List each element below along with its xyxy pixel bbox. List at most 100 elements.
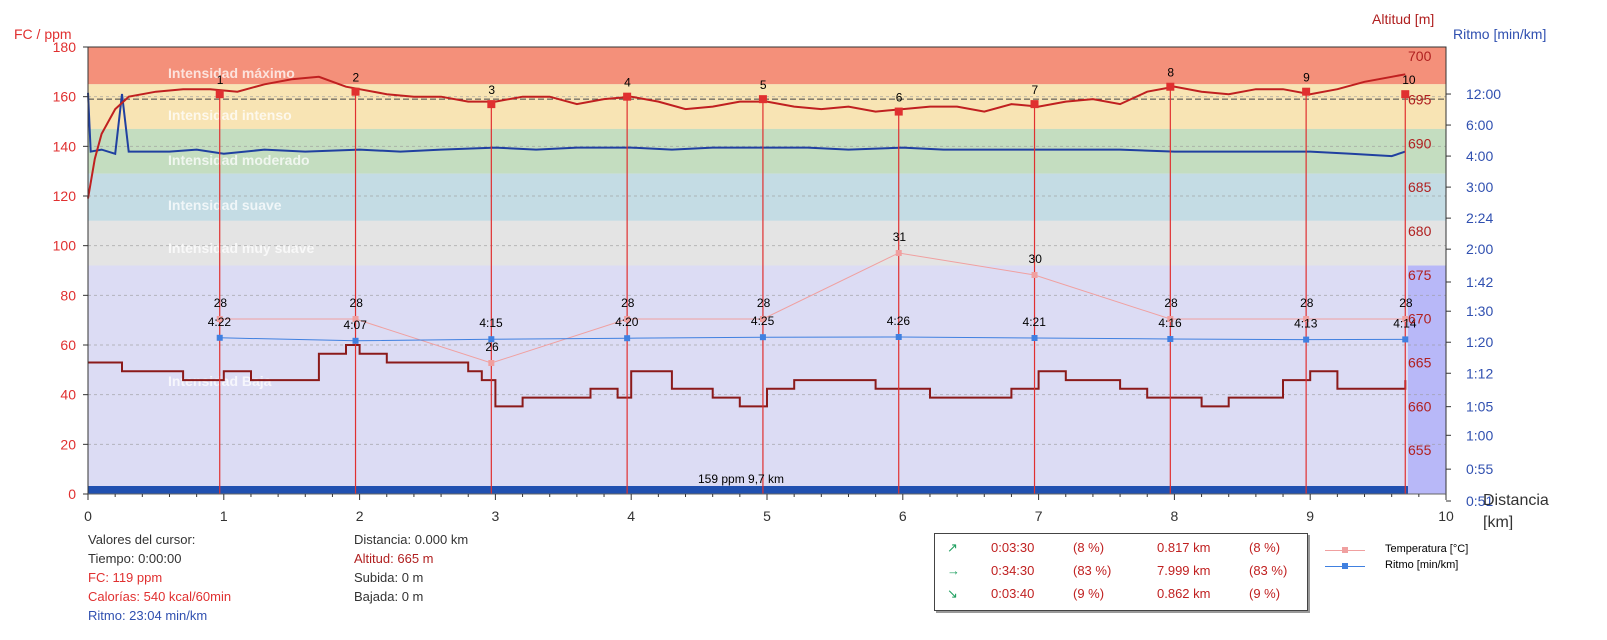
pace-marker-2 [352, 337, 359, 344]
legend-pace-label: Ritmo [min/km] [1385, 559, 1459, 571]
slope-arrow-icon: ↗ [947, 540, 958, 555]
lap-marker-8 [1166, 82, 1175, 91]
lap-number-10: 10 [1402, 73, 1416, 87]
alt-tick-label: 680 [1408, 223, 1432, 239]
temp-label-8: 28 [1164, 296, 1178, 310]
alt-tick-label: 690 [1408, 135, 1432, 151]
pace-tick-label: 1:42 [1466, 274, 1493, 290]
x-tick-label: 6 [899, 508, 907, 524]
alt-tick-label: 700 [1408, 48, 1432, 64]
heart-rate-chart: Intensidad máximo Intensidad intenso Inten… [14, 11, 1549, 530]
stats-row: ↗ 0:03:30 (8 %) 0.817 km (8 %) [935, 540, 1307, 560]
cursor-distance: Distancia: 0.000 km [354, 532, 469, 547]
lap-marker-6 [894, 107, 903, 116]
pace-label-6: 4:26 [887, 314, 911, 328]
pace-label-4: 4:20 [615, 315, 639, 329]
stats-time-pct: (83 %) [1073, 563, 1112, 578]
lap-pace-line [219, 336, 1406, 342]
lap-number-1: 1 [217, 73, 224, 87]
zone-side-0 [1408, 47, 1446, 85]
altitude-axis-title: Altitud [m] [1372, 11, 1434, 27]
pace-tick-label: 6:00 [1466, 117, 1493, 133]
zone-side-3 [1408, 173, 1446, 221]
slope-stats-table: ↗ 0:03:30 (8 %) 0.817 km (8 %) → 0:34:30 (83 %)… [934, 533, 1308, 611]
stats-dist: 7.999 km [1157, 563, 1211, 578]
legend-temperature-marker [1342, 547, 1348, 553]
chart-legend: Temperatura [°C] Ritmo [min/km] [1325, 543, 1468, 575]
cursor-altitude: Altitud: 665 m [354, 551, 434, 566]
pace-label-7: 4:21 [1023, 315, 1047, 329]
zone-band-4 [88, 220, 1408, 266]
pace-tick-label: 2:00 [1466, 241, 1493, 257]
legend-temperature-label: Temperatura [°C] [1385, 543, 1469, 555]
temperature-line [219, 252, 1406, 364]
temp-marker-8 [1167, 316, 1174, 322]
pace-marker-5 [759, 334, 766, 341]
temp-label-7: 30 [1029, 252, 1043, 266]
pace-tick-label: 1:20 [1466, 334, 1493, 350]
pace-label-5: 4:25 [751, 314, 775, 328]
lap-markers: 1 28 4:22 2 28 4:07 3 26 4:15 4 28 4:20 5 28 4:25 6 31 4:… [208, 66, 1417, 494]
stats-time-pct: (9 %) [1073, 586, 1105, 601]
cursor-info-panel-2: Distancia: 0.000 km Altitud: 665 m Subid… [354, 530, 468, 606]
alt-tick-label: 670 [1408, 311, 1432, 327]
lap-marker-1 [215, 90, 224, 99]
zone-label-4: Intensidad muy suave [168, 240, 314, 256]
hr-tick-label: 180 [53, 39, 77, 55]
x-tick-label: 0 [84, 508, 92, 524]
cursor-pace: Ritmo: 23:04 min/km [88, 608, 208, 623]
stats-time: 0:03:30 [991, 540, 1035, 555]
alt-tick-label: 675 [1408, 267, 1432, 283]
temp-marker-3 [488, 360, 495, 366]
hr-tick-label: 100 [53, 238, 77, 254]
pace-marker-4 [624, 335, 631, 342]
cursor-ascent: Subida: 0 m [354, 570, 424, 585]
altitude-line [88, 344, 1407, 408]
stats-dist-pct: (83 %) [1249, 563, 1288, 578]
pace-axis-title: Ritmo [min/km] [1453, 26, 1546, 42]
hr-tick-label: 80 [60, 287, 76, 303]
stats-row: → 0:34:30 (83 %) 7.999 km (83 %) [935, 563, 1307, 583]
cursor-descent: Bajada: 0 m [354, 589, 424, 604]
temp-marker-7 [1031, 272, 1038, 278]
stats-row: ↘ 0:03:40 (9 %) 0.862 km (9 %) [935, 586, 1307, 606]
slope-arrow-icon: → [947, 563, 960, 578]
hr-tick-label: 60 [60, 337, 76, 353]
temp-label-9: 28 [1300, 296, 1314, 310]
pace-tick-label: 3:00 [1466, 179, 1493, 195]
cursor-calories: Calorías: 540 kcal/60min [88, 589, 232, 604]
pace-tick-label: 1:05 [1466, 399, 1493, 415]
hr-tick-label: 20 [60, 436, 76, 452]
lap-marker-4 [623, 92, 632, 101]
stats-dist: 0.817 km [1157, 540, 1211, 555]
bottom-progress-bar [88, 486, 1408, 494]
cursor-info-panel: Valores del cursor: Tiempo: 0:00:00 FC: … [88, 530, 231, 625]
x-tick-label: 7 [1035, 508, 1043, 524]
temp-marker-4 [624, 316, 631, 322]
pace-tick-label: 1:12 [1466, 365, 1493, 381]
hr-tick-label: 160 [53, 89, 77, 105]
lap-number-7: 7 [1032, 83, 1039, 97]
x-tick-label: 10 [1438, 508, 1454, 524]
temp-marker-2 [352, 316, 359, 322]
zone-side-1 [1408, 84, 1446, 129]
alt-tick-label: 660 [1408, 398, 1432, 414]
slope-arrow-icon: ↘ [947, 586, 958, 601]
lap-number-9: 9 [1303, 71, 1310, 85]
pace-marker-7 [1031, 335, 1038, 341]
temp-label-6: 31 [893, 230, 907, 244]
lap-marker-9 [1302, 87, 1311, 96]
data-series [87, 73, 1408, 494]
x-axis-unit: [km] [1483, 514, 1513, 530]
lap-number-8: 8 [1167, 66, 1174, 80]
stats-time-pct: (8 %) [1073, 540, 1105, 555]
lap-marker-7 [1030, 100, 1039, 109]
zone-side-4 [1408, 220, 1446, 266]
pace-label-9: 4:13 [1294, 317, 1318, 331]
hr-line [87, 73, 1406, 199]
lap-number-2: 2 [353, 71, 360, 85]
pace-label-8: 4:16 [1158, 316, 1182, 330]
hr-tick-label: 140 [53, 138, 77, 154]
cursor-time: Tiempo: 0:00:00 [88, 551, 182, 566]
cursor-hr: FC: 119 ppm [88, 570, 163, 585]
